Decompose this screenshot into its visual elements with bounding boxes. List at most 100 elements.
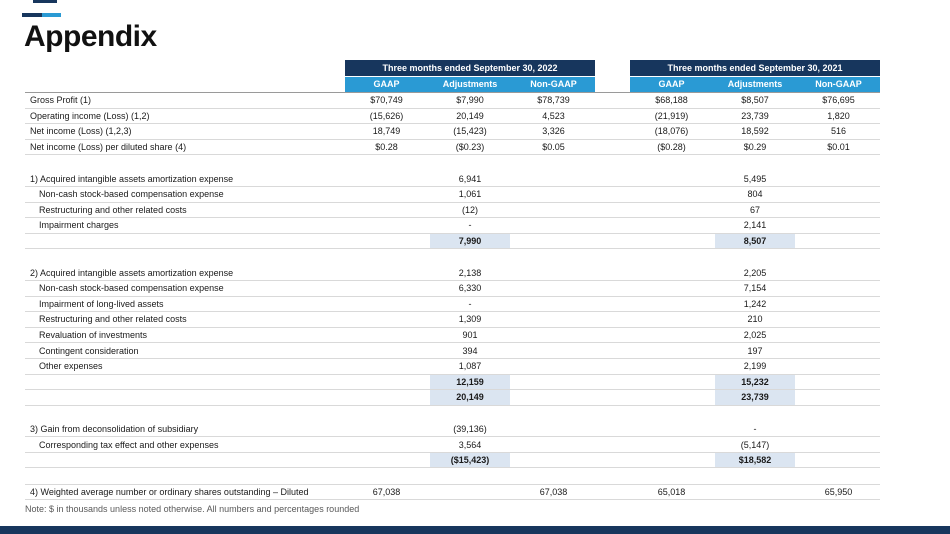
cell: (15,626) bbox=[369, 110, 404, 121]
title-accent-line bbox=[22, 13, 61, 17]
footer-bar bbox=[0, 526, 950, 534]
table-row: Restructuring and other related costs 1,3… bbox=[25, 312, 880, 328]
table-row: Non-cash stock-based compensation expens… bbox=[25, 281, 880, 297]
cell: 20,149 bbox=[430, 390, 510, 405]
total-row: 12,159 15,232 bbox=[25, 374, 880, 391]
cell: 2,141 bbox=[743, 220, 767, 231]
cell: - bbox=[753, 423, 757, 434]
cell: 394 bbox=[462, 345, 478, 356]
cell: $78,739 bbox=[537, 95, 570, 106]
table-row: Impairment charges - 2,141 bbox=[25, 218, 880, 234]
cell: $18,582 bbox=[715, 452, 795, 468]
cell: $70,749 bbox=[370, 95, 403, 106]
cell: $68,188 bbox=[655, 95, 688, 106]
table-row: Impairment of long-lived assets - 1,242 bbox=[25, 297, 880, 313]
cell: $7,990 bbox=[456, 95, 484, 106]
row-label: Other expenses bbox=[39, 361, 103, 372]
cell: 3,564 bbox=[458, 439, 482, 450]
cell: 7,990 bbox=[430, 233, 510, 249]
row-label: 2) Acquired intangible assets amortizati… bbox=[30, 267, 234, 278]
cell: (18,076) bbox=[654, 126, 689, 137]
row-label: Revaluation of investments bbox=[39, 330, 148, 341]
table-row: 2) Acquired intangible assets amortizati… bbox=[25, 265, 880, 281]
table-row: Corresponding tax effect and other expen… bbox=[25, 437, 880, 453]
cell: 67 bbox=[749, 204, 760, 215]
group-gap bbox=[595, 77, 630, 92]
section-spacer bbox=[25, 155, 880, 171]
cell: $0.29 bbox=[743, 142, 767, 153]
cell: 210 bbox=[747, 314, 763, 325]
cell: 1,820 bbox=[827, 110, 850, 121]
cell: 6,330 bbox=[458, 283, 482, 294]
col-header-nongaap-2022: Non-GAAP bbox=[512, 77, 595, 92]
cell: (21,919) bbox=[654, 110, 689, 121]
row-label: Contingent consideration bbox=[39, 345, 139, 356]
accent-blue-segment bbox=[42, 13, 61, 17]
reconciliation-table: Three months ended September 30, 2022 Th… bbox=[25, 60, 880, 501]
cell: 18,592 bbox=[741, 126, 769, 137]
row-label: Restructuring and other related costs bbox=[39, 314, 187, 325]
section-spacer bbox=[25, 468, 880, 484]
cell: 67,038 bbox=[372, 487, 401, 498]
row-label: Corresponding tax effect and other expen… bbox=[39, 439, 219, 450]
row-label: Non-cash stock-based compensation expens… bbox=[39, 283, 224, 294]
col-header-adjustments-2022: Adjustments bbox=[428, 77, 512, 92]
cell: 7,154 bbox=[743, 283, 767, 294]
cell: 2,205 bbox=[743, 267, 767, 278]
group-gap bbox=[595, 60, 630, 76]
row-label: Net income (Loss) (1,2,3) bbox=[30, 126, 132, 137]
row-label: Non-cash stock-based compensation expens… bbox=[39, 189, 224, 200]
cell: 804 bbox=[747, 189, 763, 200]
cell: 2,199 bbox=[743, 361, 767, 372]
header-label-spacer bbox=[25, 77, 345, 92]
cell: 23,739 bbox=[715, 390, 795, 405]
table-row: Net income (Loss) per diluted share (4) $… bbox=[25, 140, 880, 156]
cell: 67,038 bbox=[539, 487, 568, 498]
cell: (15,423) bbox=[453, 126, 487, 137]
col-header-nongaap-2021: Non-GAAP bbox=[797, 77, 880, 92]
cell: 2,138 bbox=[458, 267, 482, 278]
cell: 3,326 bbox=[542, 126, 565, 137]
row-label: 4) Weighted average number or ordinary s… bbox=[30, 487, 309, 498]
table-row: Revaluation of investments 901 2,025 bbox=[25, 328, 880, 344]
period-header-2021: Three months ended September 30, 2021 bbox=[630, 60, 880, 76]
row-label: Impairment of long-lived assets bbox=[39, 298, 164, 309]
cell: 8,507 bbox=[715, 233, 795, 249]
cell: ($0.23) bbox=[455, 142, 485, 153]
row-label: Restructuring and other related costs bbox=[39, 204, 187, 215]
cell: (12) bbox=[461, 204, 478, 215]
table-row: Other expenses 1,087 2,199 bbox=[25, 359, 880, 375]
cell: 5,495 bbox=[743, 173, 767, 184]
table-row: Operating income (Loss) (1,2) (15,626) 20,… bbox=[25, 109, 880, 125]
cell: 18,749 bbox=[372, 126, 401, 137]
cell: 4,523 bbox=[542, 110, 565, 121]
page-title: Appendix bbox=[24, 20, 157, 53]
total-row: 20,149 23,739 bbox=[25, 390, 880, 406]
cell: $0.01 bbox=[827, 142, 850, 153]
table-row: 4) Weighted average number or ordinary s… bbox=[25, 484, 880, 501]
column-header-row: GAAP Adjustments Non-GAAP GAAP Adjustmen… bbox=[25, 77, 880, 92]
cell: 12,159 bbox=[430, 374, 510, 390]
table-row: Non-cash stock-based compensation expens… bbox=[25, 187, 880, 203]
cell: (39,136) bbox=[453, 423, 487, 434]
total-row: ($15,423) $18,582 bbox=[25, 452, 880, 469]
section-spacer bbox=[25, 249, 880, 265]
cell: 23,739 bbox=[741, 110, 769, 121]
cell: 1,087 bbox=[458, 361, 482, 372]
cell: 20,149 bbox=[456, 110, 484, 121]
table-row: 3) Gain from deconsolidation of subsidia… bbox=[25, 422, 880, 438]
row-label: Net income (Loss) per diluted share (4) bbox=[30, 142, 187, 153]
period-header-2022: Three months ended September 30, 2022 bbox=[345, 60, 595, 76]
cell: (5,147) bbox=[740, 439, 770, 450]
table-row: Gross Profit (1) $70,749 $7,990 $78,739 $68,… bbox=[25, 93, 880, 109]
period-header-row: Three months ended September 30, 2022 Th… bbox=[25, 60, 880, 76]
col-header-gaap-2021: GAAP bbox=[630, 77, 713, 92]
table-row: Contingent consideration 394 197 bbox=[25, 343, 880, 359]
total-row: 7,990 8,507 bbox=[25, 233, 880, 250]
cell: 1,242 bbox=[743, 298, 767, 309]
logo-fragment bbox=[33, 0, 57, 3]
cell: 197 bbox=[747, 345, 763, 356]
cell: 65,018 bbox=[657, 487, 686, 498]
cell: 901 bbox=[462, 330, 478, 341]
row-label: Operating income (Loss) (1,2) bbox=[30, 110, 150, 121]
